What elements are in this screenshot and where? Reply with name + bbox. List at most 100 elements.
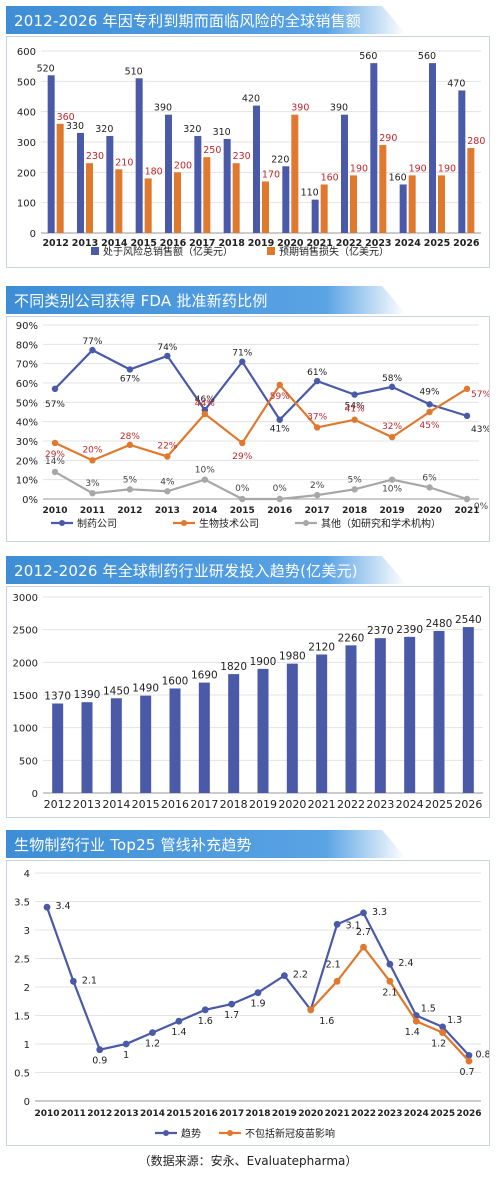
chart-3-ytick-label: 500 bbox=[19, 756, 38, 767]
chart-3-data-label: 1900 bbox=[250, 656, 277, 668]
chart-2-data-label-series-0: 49% bbox=[420, 387, 440, 397]
chart-3-xtick-label: 2023 bbox=[366, 798, 394, 811]
chart-1-bar-series-0 bbox=[106, 135, 114, 233]
chart-4-data-label-series-0: 1.9 bbox=[250, 999, 265, 1010]
chart-1-xtick-label: 2017 bbox=[189, 238, 215, 249]
chart-4-data-label-series-0: 1.5 bbox=[421, 1004, 436, 1015]
chart-4-point-series-0 bbox=[333, 920, 341, 928]
chart-4-data-label-series-1: 2.1 bbox=[326, 959, 341, 970]
chart-3-xtick-label: 2025 bbox=[425, 798, 453, 811]
chart-1-data-label-series-1: 200 bbox=[174, 160, 192, 171]
chart-4-xtick-label: 2023 bbox=[377, 1109, 402, 1119]
chart-1-data-label-series-0: 470 bbox=[447, 78, 465, 89]
chart-1-data-label-series-1: 290 bbox=[379, 133, 397, 144]
chart-2-ytick-label: 60% bbox=[16, 379, 38, 390]
chart-1-bar-series-0 bbox=[311, 199, 319, 233]
chart-1-data-label-series-1: 280 bbox=[467, 136, 485, 147]
chart-4-ytick-label: 1 bbox=[24, 1040, 30, 1051]
chart-2-legend-label-1: 生物技术公司 bbox=[199, 517, 259, 530]
chart-1-data-label-series-1: 190 bbox=[350, 163, 368, 174]
chart-3-xtick-label: 2014 bbox=[102, 798, 130, 811]
chart-2-point-series-2 bbox=[126, 486, 134, 493]
chart-1-bar-series-1 bbox=[262, 181, 269, 233]
chart-1-data-label-series-0: 510 bbox=[125, 66, 143, 77]
chart-4-data-label-series-1: 2.7 bbox=[356, 927, 371, 938]
chart-2-data-label-series-0: 57% bbox=[45, 400, 65, 410]
chart-3-xtick-label: 2012 bbox=[44, 798, 72, 811]
chart-2-ytick-label: 0% bbox=[22, 495, 38, 506]
chart-2-line-series-2 bbox=[54, 470, 468, 501]
chart-4-point-series-0 bbox=[386, 960, 394, 968]
chart-2-data-label-series-1: 29% bbox=[232, 452, 252, 462]
chart-2-legend-label-2: 其他（如研究和学术机构） bbox=[321, 517, 441, 530]
chart-4-ytick-label: 0.5 bbox=[14, 1069, 30, 1080]
chart-3-ytick-label: 1500 bbox=[13, 691, 38, 702]
chart-3-frame: 0 500 1000 1500 2000 2500 3000 2012 1370 2013 1390… bbox=[6, 586, 490, 818]
chart-2-point-series-0 bbox=[426, 401, 433, 408]
chart-4-xtick-label: 2022 bbox=[351, 1109, 376, 1119]
chart-4-xtick-label: 2019 bbox=[272, 1109, 297, 1119]
chart-4-ytick-label: 3 bbox=[24, 926, 30, 937]
chart-1-xtick-label: 2022 bbox=[336, 238, 362, 249]
chart-1-bar-series-1 bbox=[56, 123, 64, 233]
chart-4-xtick-label: 2015 bbox=[166, 1109, 191, 1119]
chart-4-point-series-0 bbox=[439, 1023, 447, 1031]
chart-4-legend-label-0: 趋势 bbox=[181, 1127, 201, 1140]
chart-1-ytick-label: 300 bbox=[17, 138, 36, 149]
chart-2-ytick-label: 10% bbox=[16, 476, 38, 487]
chart-2-legend-label-0: 制药公司 bbox=[77, 517, 117, 530]
chart-2-data-label-series-2: 4% bbox=[160, 477, 175, 487]
chart-1-header: 2012-2026 年因专利到期而面临风险的全球销售额 bbox=[6, 6, 406, 34]
chart-1-bar-series-0 bbox=[47, 75, 55, 233]
chart-3-xtick-label: 2018 bbox=[220, 798, 248, 811]
chart-4-data-label-series-0: 3.3 bbox=[372, 907, 387, 918]
chart-1-data-label-series-1: 230 bbox=[86, 151, 104, 162]
chart-4-legend-label-1: 不包括新冠疫苗影响 bbox=[245, 1127, 335, 1140]
chart-3-svg: 0 500 1000 1500 2000 2500 3000 2012 1370 2013 1390… bbox=[13, 593, 483, 811]
chart-3-bar bbox=[286, 663, 298, 793]
chart-2-frame: 0% 10% 20% 30% 40% 50% 60% 70% 80% 90% 2010 2011 201… bbox=[6, 316, 491, 542]
chart-4-point-series-1 bbox=[333, 977, 341, 985]
chart-1-data-label-series-0: 320 bbox=[95, 124, 113, 135]
chart-2-xtick-label: 2019 bbox=[380, 506, 405, 516]
chart-2-xtick-label: 2020 bbox=[417, 506, 442, 516]
chart-4-data-label-series-1: 1.4 bbox=[405, 1027, 420, 1038]
chart-1-xtick-label: 2025 bbox=[424, 238, 450, 249]
chart-2-xtick-label: 2015 bbox=[230, 506, 255, 516]
chart-4-data-label-series-1: 1.2 bbox=[431, 1039, 446, 1050]
chart-2-data-label-series-2: 0% bbox=[273, 484, 288, 494]
chart-1-bar-series-1 bbox=[174, 172, 181, 233]
chart-1-legend-swatch-0 bbox=[91, 247, 99, 255]
chart-2-point-series-2 bbox=[463, 495, 471, 503]
chart-1-xtick-label: 2023 bbox=[365, 238, 391, 249]
chart-2-point-series-1 bbox=[388, 433, 396, 441]
chart-3-data-label: 2260 bbox=[338, 632, 365, 644]
chart-1-xtick-label: 2026 bbox=[453, 238, 480, 249]
chart-4-xtick-label: 2024 bbox=[404, 1109, 429, 1119]
chart-3-data-label: 2480 bbox=[426, 618, 453, 630]
chart-2-xtick-label: 2018 bbox=[342, 506, 367, 516]
chart-1-data-label-series-0: 220 bbox=[271, 154, 289, 165]
chart-1-data-label-series-0: 310 bbox=[213, 127, 231, 138]
chart-2-data-label-series-1: 59% bbox=[270, 392, 290, 402]
chart-4-point-series-0 bbox=[175, 1017, 183, 1025]
chart-2-point-series-1 bbox=[201, 410, 209, 418]
chart-1-bar-series-1 bbox=[232, 163, 240, 233]
chart-3-xtick-label: 2022 bbox=[337, 798, 365, 811]
chart-2-point-series-0 bbox=[126, 366, 134, 373]
chart-1-data-label-series-0: 160 bbox=[389, 172, 407, 183]
chart-2-data-label-series-1: 28% bbox=[120, 432, 140, 442]
chart-2-point-series-1 bbox=[276, 381, 283, 389]
chart-3-data-label: 1370 bbox=[44, 690, 71, 702]
chart-1-bar-series-1 bbox=[291, 114, 299, 233]
chart-3-bar bbox=[462, 627, 474, 793]
chart-2-data-label-series-1: 22% bbox=[157, 441, 177, 451]
chart-4-xtick-label: 2020 bbox=[298, 1109, 323, 1119]
chart-2-xtick-label: 2010 bbox=[42, 506, 67, 516]
chart-1-ytick-label: 100 bbox=[17, 199, 36, 210]
chart-3-xtick-label: 2020 bbox=[278, 798, 306, 811]
chart-1-data-label-series-1: 390 bbox=[291, 103, 309, 114]
chart-1-xtick-label: 2014 bbox=[101, 238, 128, 249]
chart-3-bar bbox=[257, 668, 269, 793]
chart-4-point-series-0 bbox=[280, 972, 288, 979]
